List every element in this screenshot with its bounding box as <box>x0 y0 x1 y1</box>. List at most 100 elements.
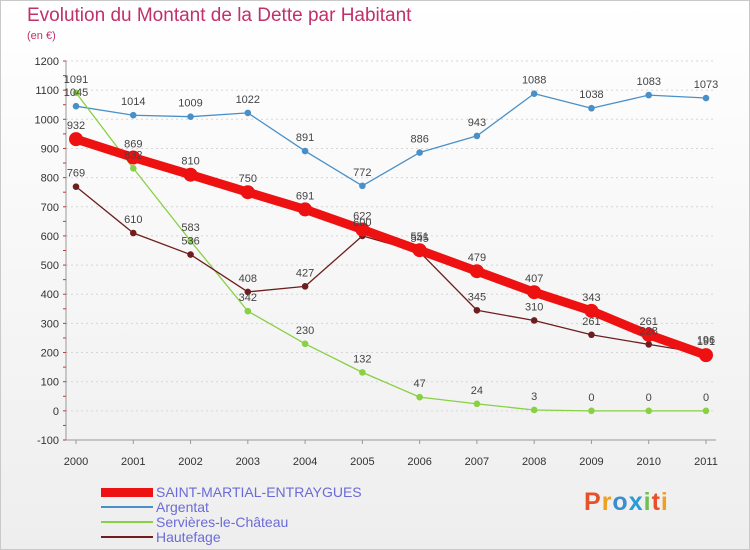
logo-letter: x <box>628 488 644 516</box>
data-point <box>69 132 83 147</box>
x-tick-label: 2010 <box>636 456 660 468</box>
data-label: 3 <box>531 391 537 403</box>
series-layer <box>69 89 713 415</box>
legend-label: Hautefage <box>156 529 221 545</box>
chart-subtitle: (en €) <box>27 30 56 42</box>
data-label: 408 <box>239 273 257 285</box>
data-label: 479 <box>468 252 486 264</box>
data-label: 869 <box>124 138 142 150</box>
data-point <box>129 229 137 237</box>
y-tick-label: 500 <box>41 260 59 272</box>
data-label: 342 <box>239 292 257 304</box>
y-tick-label: 800 <box>41 173 59 185</box>
data-label: 891 <box>296 132 314 144</box>
data-label: 345 <box>468 291 486 303</box>
x-tick-label: 2001 <box>121 456 145 468</box>
data-point <box>187 113 194 120</box>
data-point <box>187 251 194 258</box>
legend-label: Servières-le-Château <box>156 514 289 530</box>
series-line <box>75 92 707 412</box>
x-tick-label: 2011 <box>694 456 718 468</box>
data-label: 230 <box>296 325 314 337</box>
x-tick-label: 2003 <box>236 456 260 468</box>
data-point <box>641 327 656 342</box>
data-label: 1083 <box>636 76 660 88</box>
legend-swatch <box>101 506 153 508</box>
data-label: 1009 <box>178 98 202 110</box>
data-label: 0 <box>588 392 594 404</box>
x-tick-label: 2000 <box>64 456 88 468</box>
data-point <box>473 306 481 314</box>
data-label: 932 <box>67 120 85 132</box>
data-label: 132 <box>353 353 371 365</box>
data-label: 0 <box>703 392 709 404</box>
y-tick-label: 0 <box>53 406 59 418</box>
data-label: 943 <box>468 117 486 129</box>
legend-swatch <box>101 536 153 538</box>
data-point <box>702 94 710 102</box>
data-point <box>530 90 538 97</box>
data-label: 1038 <box>579 89 603 101</box>
y-tick-label: 1000 <box>35 114 59 126</box>
data-point <box>129 111 137 119</box>
data-point <box>72 183 80 190</box>
data-point <box>187 237 194 245</box>
legend-swatch <box>101 521 153 523</box>
data-label: 1045 <box>64 87 88 99</box>
data-label: 1022 <box>236 94 260 106</box>
y-axis-ticks: 1200110010009008007006005004003002001000… <box>35 56 59 447</box>
data-point <box>645 341 653 348</box>
series-line <box>75 93 707 187</box>
data-point <box>298 202 313 217</box>
data-point <box>359 369 366 376</box>
data-label: 427 <box>296 267 314 279</box>
data-point <box>244 307 252 315</box>
data-point <box>126 150 141 165</box>
data-label: 583 <box>181 222 199 234</box>
data-point <box>527 285 542 300</box>
y-tick-label: 200 <box>41 348 59 360</box>
legend-label: Argentat <box>156 499 209 515</box>
data-label: 310 <box>525 301 543 313</box>
legend-label: SAINT-MARTIAL-ENTRAYGUES <box>156 484 362 500</box>
data-label: 600 <box>353 217 371 229</box>
data-point <box>412 243 427 258</box>
y-tick-label: 1200 <box>35 56 59 68</box>
axes <box>63 60 716 444</box>
data-point <box>469 264 484 279</box>
data-point <box>473 132 481 140</box>
data-point <box>416 393 423 401</box>
data-point <box>645 91 653 99</box>
series-line <box>75 186 707 355</box>
legend-swatch <box>101 488 153 497</box>
data-label: 261 <box>582 316 600 328</box>
data-label: 24 <box>471 385 483 397</box>
data-labels: 932 869 810 750 691 622 551 479 407 343 261 191 1045… <box>64 74 718 404</box>
data-label: 551 <box>410 231 428 243</box>
data-point <box>473 400 481 408</box>
data-label: 228 <box>640 325 658 337</box>
x-tick-label: 2002 <box>178 456 202 468</box>
x-tick-label: 2004 <box>293 456 317 468</box>
data-point <box>301 340 309 348</box>
x-tick-label: 2008 <box>522 456 546 468</box>
logo-letter: i <box>643 488 652 516</box>
data-label: 407 <box>525 273 543 285</box>
logo-letter: o <box>612 488 629 516</box>
data-point <box>301 283 309 290</box>
grid-lines <box>66 60 716 441</box>
data-label: 191 <box>697 336 715 348</box>
logo-letter: t <box>651 488 661 516</box>
data-point <box>588 407 595 415</box>
data-point <box>699 348 713 363</box>
data-point <box>244 109 252 117</box>
data-point <box>702 407 710 415</box>
y-tick-label: 700 <box>41 202 59 214</box>
data-label: 343 <box>582 292 600 304</box>
data-point <box>584 303 599 318</box>
y-tick-label: 900 <box>41 143 59 155</box>
data-label: 1091 <box>64 74 88 86</box>
data-point <box>359 182 366 190</box>
